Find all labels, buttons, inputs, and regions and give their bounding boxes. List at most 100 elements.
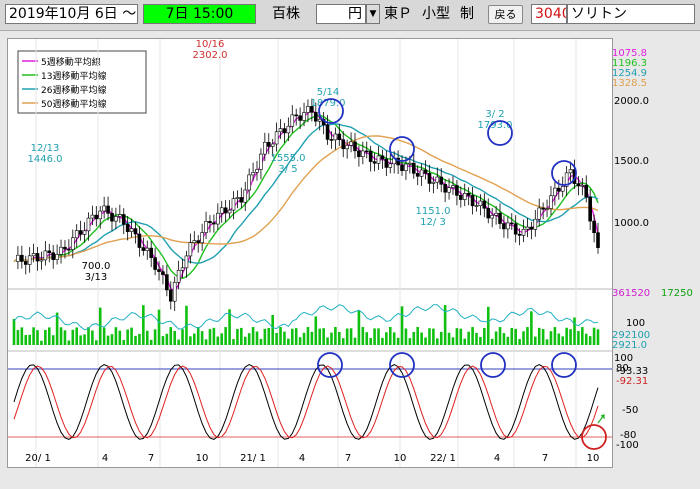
volume-bar — [122, 340, 126, 345]
volume-bar — [432, 328, 435, 345]
candle-body — [592, 220, 596, 233]
volume-bar — [404, 328, 408, 345]
candle-body — [357, 150, 361, 158]
volume-bar — [353, 337, 357, 345]
candle-body — [329, 139, 334, 141]
volume-bar — [483, 328, 486, 345]
x-axis-label: 4 — [299, 453, 305, 464]
volume-bar — [177, 339, 180, 345]
candle-body — [184, 255, 189, 269]
volume-bar — [283, 331, 286, 345]
ma-value: 1196.3 — [612, 58, 647, 69]
highlight-circles — [317, 98, 607, 450]
highlight-circle — [480, 352, 506, 378]
yen-dropdown-icon[interactable]: ▼ — [366, 4, 380, 24]
volume-bars — [12, 304, 600, 345]
stoch-axis-50: -50 — [622, 405, 638, 416]
annotation-bottom: 1793.0 — [478, 120, 513, 131]
candle-body — [317, 118, 322, 122]
volume-bar — [530, 311, 533, 345]
candle-body — [200, 232, 204, 244]
candle-body — [423, 169, 428, 174]
candle-body — [447, 187, 451, 193]
candle-body — [325, 124, 330, 140]
highlight-circle-red — [581, 424, 607, 450]
candle-body — [361, 150, 365, 158]
volume-bar — [545, 339, 549, 345]
candle-body — [306, 106, 310, 113]
volume-bar — [338, 332, 341, 345]
stock-name-field: ソリトン — [567, 4, 695, 24]
candle-body — [31, 253, 36, 257]
legend-label: 50週移動平均線 — [41, 98, 106, 110]
candle-body — [219, 207, 224, 214]
candle-body — [470, 195, 475, 207]
candle-body — [541, 207, 545, 210]
volume-bar — [502, 333, 506, 345]
volume-bar — [232, 339, 235, 345]
volume-bar — [581, 327, 584, 345]
candle-body — [404, 163, 408, 171]
candle-body — [474, 205, 479, 207]
candle-body — [411, 162, 416, 174]
candle-body — [270, 143, 275, 147]
volume-bar — [330, 332, 333, 345]
volume-bar — [149, 339, 153, 345]
candle-body — [419, 169, 424, 177]
candle-body — [278, 128, 283, 133]
candle-body — [172, 281, 177, 302]
candle-body — [443, 183, 447, 193]
volume-bar — [55, 312, 59, 345]
volume-bar — [584, 333, 588, 345]
volume-bar — [271, 314, 274, 345]
candle-body — [286, 125, 291, 134]
candle-body — [141, 247, 146, 251]
volume-bar — [416, 327, 420, 345]
volume-bar — [51, 335, 55, 345]
volume-right-value2: 17250 — [661, 288, 693, 299]
candle-body — [313, 112, 318, 122]
period-field[interactable]: 7日 15:00 — [143, 4, 256, 24]
volume-bar — [302, 332, 306, 345]
volume-bar — [396, 337, 400, 345]
chart-panel: 5週移動平均線 13週移動平均線 26週移動平均線 50週移動平均線 12/13 144… — [7, 38, 613, 468]
candlesticks — [16, 98, 600, 312]
volume-bar — [436, 338, 439, 345]
volume-bar — [467, 331, 470, 345]
candle-body — [435, 176, 440, 183]
volume-bar — [255, 331, 259, 345]
volume-bar — [212, 327, 216, 345]
volume-bar — [106, 335, 110, 345]
stoch-axis-80: 80 — [616, 363, 629, 374]
candle-body — [16, 254, 20, 262]
volume-bar — [428, 328, 431, 345]
x-axis-label: 22/ 1 — [430, 453, 456, 464]
candle-body — [243, 189, 248, 203]
volume-bar — [24, 335, 28, 345]
candle-body — [51, 252, 55, 260]
candle-body — [439, 176, 444, 185]
candle-body — [137, 233, 142, 248]
price-annotations: 12/131446.010/162302.05/141879.01555.03/… — [28, 39, 513, 283]
volume-bar — [377, 328, 380, 345]
x-axis-label: 21/ 1 — [240, 453, 266, 464]
stock-code-field[interactable]: 3040 — [531, 4, 567, 24]
volume-axis-100: 100 — [626, 318, 645, 329]
volume-bar — [373, 328, 376, 345]
candle-body — [298, 115, 302, 121]
price-axis-label: 1500.0 — [614, 156, 649, 167]
candle-body — [294, 114, 299, 117]
yen-select[interactable]: 円 — [316, 4, 366, 24]
candle-body — [341, 139, 346, 150]
candle-body — [494, 212, 498, 216]
volume-bar — [541, 329, 545, 345]
volume-bar — [28, 334, 31, 345]
volume-average-line — [13, 304, 599, 331]
candle-body — [584, 184, 589, 198]
back-button[interactable]: 戻る — [488, 5, 523, 24]
candle-body — [596, 232, 600, 248]
candle-body — [576, 183, 581, 187]
unit-label: 百株 — [272, 6, 300, 22]
candle-body — [345, 145, 349, 150]
date-field[interactable]: 2019年10月 6日 ～ — [5, 4, 138, 24]
